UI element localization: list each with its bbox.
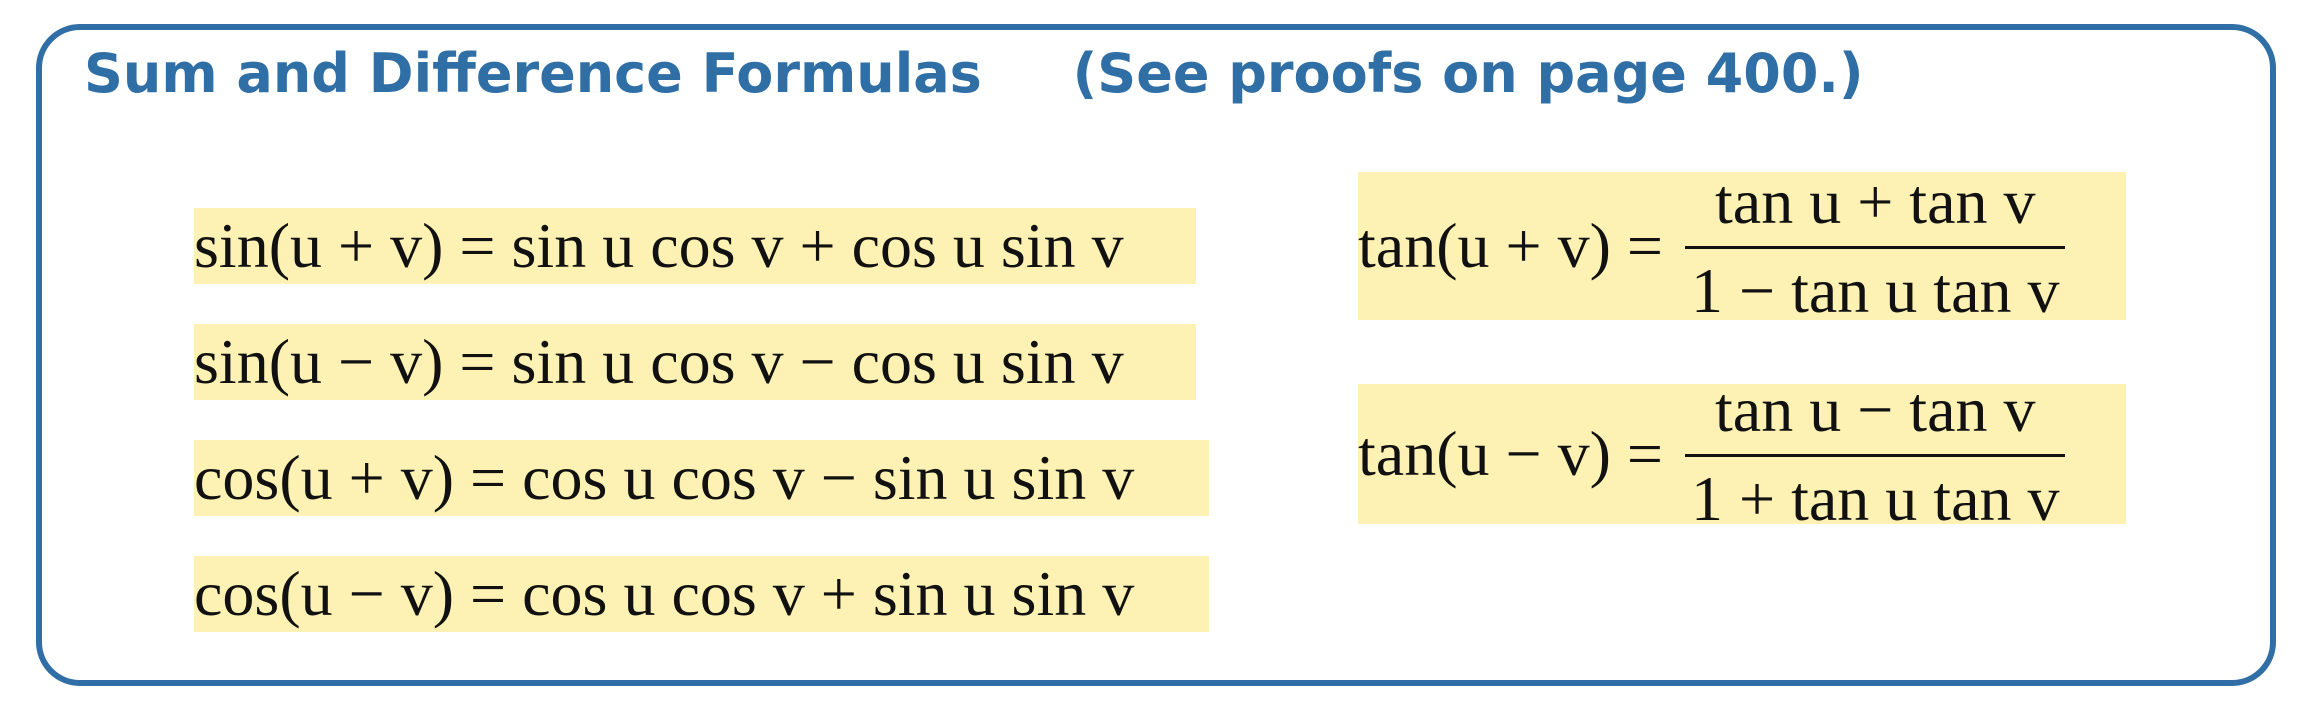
formula-lhs: tan(u + v) = [1358, 210, 1663, 281]
heading-title: Sum and Difference Formulas [84, 42, 982, 105]
formula-cos-sum: cos(u + v) = cos u cos v − sin u sin v [194, 440, 1209, 516]
formula-tan-sum: tan(u + v) = tan u + tan v 1 − tan u tan… [1358, 165, 2126, 326]
fraction-denominator: 1 + tan u tan v [1691, 462, 2060, 534]
heading-note: (See proofs on page 400.) [1072, 42, 1864, 105]
fraction-bar [1685, 453, 2066, 457]
fraction-numerator: tan u − tan v [1715, 373, 2036, 445]
formula-box [36, 24, 2276, 686]
fraction-numerator: tan u + tan v [1715, 165, 2036, 237]
formula-text: cos(u − v) = cos u cos v + sin u sin v [194, 558, 1135, 629]
formula-lhs: tan(u − v) = [1358, 418, 1663, 489]
formula-text: cos(u + v) = cos u cos v − sin u sin v [194, 442, 1135, 513]
fraction-denominator: 1 − tan u tan v [1691, 254, 2060, 326]
formula-cos-diff: cos(u − v) = cos u cos v + sin u sin v [194, 556, 1209, 632]
formula-text: sin(u + v) = sin u cos v + cos u sin v [194, 210, 1124, 281]
formula-tan-diff: tan(u − v) = tan u − tan v 1 + tan u tan… [1358, 377, 2126, 530]
formula-text: sin(u − v) = sin u cos v − cos u sin v [194, 326, 1124, 397]
fraction: tan u − tan v 1 + tan u tan v [1685, 373, 2066, 534]
formula-sin-diff: sin(u − v) = sin u cos v − cos u sin v [194, 324, 1196, 400]
formula-sin-sum: sin(u + v) = sin u cos v + cos u sin v [194, 208, 1196, 284]
fraction: tan u + tan v 1 − tan u tan v [1685, 165, 2066, 326]
box-heading: Sum and Difference Formulas (See proofs … [84, 42, 1864, 105]
fraction-bar [1685, 245, 2066, 249]
